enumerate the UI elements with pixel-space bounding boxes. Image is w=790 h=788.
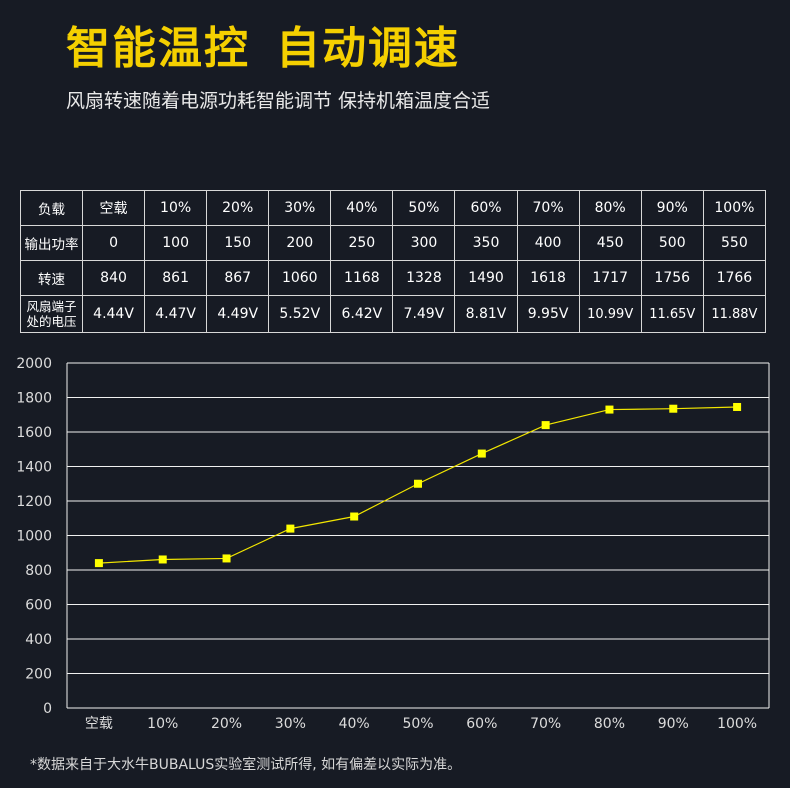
data-point bbox=[222, 554, 231, 563]
speed-line-chart: 0 200 400 600 800 1000 1200 1400 1600 1800 2000 空载 1… bbox=[16, 356, 770, 732]
data-point bbox=[94, 559, 103, 568]
table-cell: 250 bbox=[330, 225, 394, 261]
x-tick-label: 50% bbox=[402, 716, 433, 732]
y-tick-label: 1600 bbox=[16, 425, 52, 441]
y-tick-label: 1000 bbox=[16, 529, 52, 545]
table-cell: 4.44V bbox=[81, 295, 146, 333]
table-cell: 90% bbox=[640, 190, 704, 226]
table-cell: 1168 bbox=[330, 260, 394, 296]
x-tick-label: 30% bbox=[275, 716, 306, 732]
table-cell: 400 bbox=[516, 225, 580, 261]
table-cell: 550 bbox=[702, 225, 767, 261]
table-cell: 150 bbox=[206, 225, 270, 261]
speed-row: 转速 840 861 867 1060 1168 1328 1490 1618 … bbox=[20, 260, 767, 296]
spec-table: 负载 空载 10% 20% 30% 40% 50% 60% 70% 80% 90… bbox=[20, 190, 767, 333]
table-cell: 350 bbox=[454, 225, 518, 261]
y-tick-label: 400 bbox=[25, 632, 52, 648]
page-title: 智能温控 自动调速 bbox=[66, 12, 460, 76]
x-tick-label: 20% bbox=[211, 716, 242, 732]
load-row: 负载 空载 10% 20% 30% 40% 50% 60% 70% 80% 90… bbox=[20, 190, 767, 226]
load-label: 负载 bbox=[20, 190, 83, 226]
table-cell: 450 bbox=[578, 225, 642, 261]
voltage-label: 风扇端子 处的电压 bbox=[20, 295, 83, 333]
table-cell: 80% bbox=[578, 190, 642, 226]
data-point bbox=[286, 524, 295, 533]
title-part-1: 智能温控 bbox=[66, 23, 250, 74]
table-cell: 861 bbox=[144, 260, 208, 296]
y-tick-label: 0 bbox=[43, 701, 52, 717]
table-cell: 1717 bbox=[578, 260, 642, 296]
table-cell: 11.88V bbox=[702, 295, 767, 333]
table-cell: 1756 bbox=[640, 260, 704, 296]
table-cell: 70% bbox=[516, 190, 580, 226]
power-label: 输出功率 bbox=[20, 225, 83, 261]
table-cell: 300 bbox=[392, 225, 456, 261]
table-cell: 1060 bbox=[268, 260, 332, 296]
title-part-2: 自动调速 bbox=[276, 23, 460, 74]
table-cell: 11.65V bbox=[640, 295, 704, 333]
x-tick-label: 60% bbox=[466, 716, 497, 732]
y-tick-label: 1200 bbox=[16, 494, 52, 510]
power-row: 输出功率 0 100 150 200 250 300 350 400 450 5… bbox=[20, 225, 767, 261]
y-tick-label: 200 bbox=[25, 667, 52, 683]
table-cell: 100% bbox=[702, 190, 767, 226]
table-cell: 867 bbox=[206, 260, 270, 296]
y-tick-label: 1400 bbox=[16, 460, 52, 476]
y-tick-label: 600 bbox=[25, 598, 52, 614]
table-cell: 6.42V bbox=[330, 295, 394, 333]
voltage-label-line-1: 风扇端子 bbox=[26, 299, 77, 314]
table-cell: 50% bbox=[392, 190, 456, 226]
table-cell: 100 bbox=[144, 225, 208, 261]
x-tick-label: 90% bbox=[658, 716, 689, 732]
voltage-label-line-2: 处的电压 bbox=[26, 314, 77, 329]
table-cell: 30% bbox=[268, 190, 332, 226]
data-point bbox=[414, 479, 422, 488]
table-cell: 5.52V bbox=[268, 295, 332, 333]
table-cell: 1328 bbox=[392, 260, 456, 296]
y-tick-label: 800 bbox=[25, 563, 52, 579]
table-cell: 10.99V bbox=[578, 295, 642, 333]
table-cell: 1490 bbox=[454, 260, 518, 296]
voltage-row: 风扇端子 处的电压 4.44V 4.47V 4.49V 5.52V 6.42V … bbox=[20, 295, 767, 333]
table-cell: 4.47V bbox=[144, 295, 208, 333]
y-tick-label: 1800 bbox=[16, 391, 52, 407]
data-point bbox=[350, 512, 359, 521]
table-cell: 空载 bbox=[81, 190, 146, 226]
data-point bbox=[605, 405, 614, 414]
table-cell: 200 bbox=[268, 225, 332, 261]
x-tick-label: 80% bbox=[594, 716, 625, 732]
footnote: *数据来自于大水牛BUBALUS实验室测试所得, 如有偏差以实际为准。 bbox=[30, 757, 462, 773]
data-point bbox=[669, 404, 678, 413]
table-cell: 500 bbox=[640, 225, 704, 261]
x-tick-label: 70% bbox=[530, 716, 561, 732]
table-cell: 40% bbox=[330, 190, 394, 226]
table-cell: 20% bbox=[206, 190, 270, 226]
table-cell: 4.49V bbox=[206, 295, 270, 333]
y-tick-label: 2000 bbox=[16, 356, 52, 372]
x-tick-label: 10% bbox=[147, 716, 178, 732]
data-point bbox=[158, 555, 167, 564]
x-tick-label: 空载 bbox=[85, 716, 113, 732]
table-cell: 0 bbox=[81, 225, 146, 261]
table-cell: 9.95V bbox=[516, 295, 580, 333]
table-cell: 1618 bbox=[516, 260, 580, 296]
table-cell: 1766 bbox=[702, 260, 767, 296]
data-point bbox=[477, 449, 486, 458]
x-tick-label: 40% bbox=[339, 716, 370, 732]
table-cell: 8.81V bbox=[454, 295, 518, 333]
data-point bbox=[733, 402, 742, 411]
table-cell: 840 bbox=[81, 260, 146, 296]
table-cell: 60% bbox=[454, 190, 518, 226]
subtitle: 风扇转速随着电源功耗智能调节 保持机箱温度合适 bbox=[66, 90, 491, 112]
table-cell: 10% bbox=[144, 190, 208, 226]
table-cell: 7.49V bbox=[392, 295, 456, 333]
x-tick-label: 100% bbox=[717, 716, 757, 732]
speed-label: 转速 bbox=[20, 260, 83, 296]
data-point bbox=[541, 421, 550, 430]
